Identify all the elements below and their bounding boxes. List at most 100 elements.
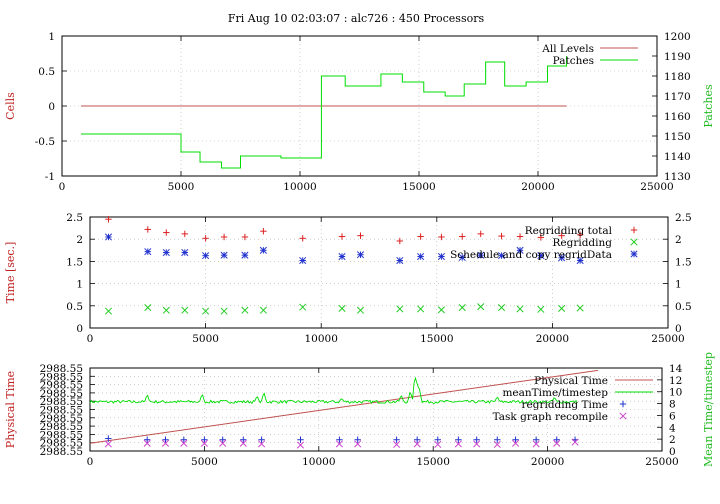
- plot-frame: [61, 35, 658, 177]
- data-point-stroke: [473, 440, 481, 448]
- data-point: [454, 440, 462, 448]
- data-point: [413, 440, 421, 448]
- data-point: [455, 436, 462, 443]
- data-point: [338, 304, 346, 313]
- data-point-stroke: [393, 440, 401, 449]
- x-tick-label: 5000: [192, 333, 219, 345]
- y-axis-label: Cells: [4, 92, 17, 120]
- data-point-stroke: [413, 440, 421, 448]
- y2-tick-label: 4: [669, 422, 676, 434]
- data-point: [202, 307, 210, 315]
- y-tick-label: 1.5: [66, 256, 83, 268]
- data-point-stroke: [104, 307, 113, 315]
- data-point: [537, 234, 545, 241]
- data-point: [396, 237, 404, 245]
- data-point-stroke: [537, 252, 545, 260]
- y-tick-label: 2988.55: [40, 429, 83, 441]
- y2-tick-label: 1140: [664, 151, 691, 163]
- data-point: [144, 226, 151, 233]
- x-tick-label: 15000: [420, 333, 453, 345]
- data-point: [259, 306, 267, 314]
- x-tick-label: 20000: [521, 181, 554, 193]
- data-point-stroke: [335, 440, 343, 448]
- data-point-stroke: [239, 439, 247, 447]
- y-tick-label: 2988.55: [40, 413, 83, 425]
- data-point-stroke: [143, 439, 151, 447]
- data-point-stroke: [241, 306, 249, 314]
- data-point-stroke: [241, 251, 249, 259]
- data-point-stroke: [417, 252, 425, 261]
- data-point-stroke: [516, 305, 524, 313]
- data-point: [434, 436, 441, 443]
- x-tick-label: 25000: [645, 456, 678, 468]
- data-point-stroke: [396, 305, 404, 313]
- data-point: [202, 235, 209, 242]
- data-point: [201, 436, 208, 443]
- data-point-stroke: [299, 256, 307, 265]
- data-point: [473, 440, 481, 448]
- y2-axis-label: Patches: [702, 84, 715, 128]
- data-point: [571, 438, 579, 446]
- y2-tick-label: 1180: [664, 71, 691, 83]
- series-line-patches: [81, 56, 568, 169]
- data-point: [437, 306, 445, 314]
- data-point: [512, 439, 520, 447]
- data-point: [220, 233, 228, 241]
- data-point: [396, 305, 404, 313]
- data-point: [516, 305, 524, 313]
- legend-marker: [619, 400, 627, 408]
- data-point: [434, 440, 442, 449]
- figure-title: Fri Aug 10 02:03:07 : alc726 : 450 Proce…: [228, 12, 485, 25]
- data-point: [497, 304, 506, 312]
- data-point: [202, 252, 210, 260]
- data-point-stroke: [576, 256, 584, 265]
- data-point-stroke: [537, 305, 545, 313]
- data-point-stroke: [437, 252, 445, 261]
- data-point-stroke: [558, 304, 566, 313]
- data-point: [299, 303, 307, 311]
- data-point-stroke: [162, 306, 170, 314]
- data-point-stroke: [571, 438, 579, 446]
- data-point-stroke: [356, 306, 365, 314]
- y2-tick-label: 2.5: [675, 212, 692, 224]
- data-point: [258, 436, 265, 443]
- data-point-stroke: [576, 304, 584, 312]
- x-tick-label: 5000: [168, 181, 195, 193]
- data-point-stroke: [458, 304, 466, 312]
- legend-label: Regridding total: [525, 225, 613, 237]
- data-point: [181, 306, 189, 314]
- y2-tick-label: 2: [675, 234, 682, 246]
- data-point: [532, 436, 540, 443]
- data-point-stroke: [202, 252, 210, 260]
- data-point: [558, 304, 566, 313]
- x-tick-label: 25000: [651, 333, 684, 345]
- data-point: [162, 436, 169, 443]
- data-point-stroke: [417, 305, 425, 313]
- data-point-stroke: [162, 248, 170, 257]
- data-point: [180, 439, 188, 447]
- legend-marker: [630, 250, 638, 258]
- y-tick-label: 2988.55: [40, 396, 83, 408]
- data-point-stroke: [454, 440, 462, 448]
- data-point-stroke: [558, 254, 566, 262]
- data-point-stroke: [220, 307, 228, 315]
- legend-label: Schedule and copy regridData: [450, 249, 612, 261]
- y-tick-label: 0.5: [66, 301, 83, 313]
- regridding-time-panel: 0 5000 10000 15000 20000 2500000.511.522.500.…: [4, 212, 692, 345]
- data-point: [437, 252, 445, 261]
- data-point-stroke: [434, 440, 442, 449]
- x-tick-label: 25000: [640, 181, 673, 193]
- y-tick-label: -0.5: [35, 136, 55, 148]
- x-tick-label: 0: [87, 456, 94, 468]
- x-tick-label: 15000: [402, 181, 435, 193]
- data-point: [537, 252, 545, 260]
- data-point: [220, 251, 228, 259]
- data-point: [459, 233, 466, 240]
- data-point: [494, 436, 501, 443]
- x-tick-label: 0: [59, 181, 66, 193]
- y-tick-label: 2988.55: [40, 438, 83, 450]
- y-tick-label: 2988.55: [40, 421, 83, 433]
- y2-tick-label: 2: [669, 434, 676, 446]
- legend-label: All Levels: [541, 43, 594, 55]
- y2-tick-label: 1150: [664, 131, 691, 143]
